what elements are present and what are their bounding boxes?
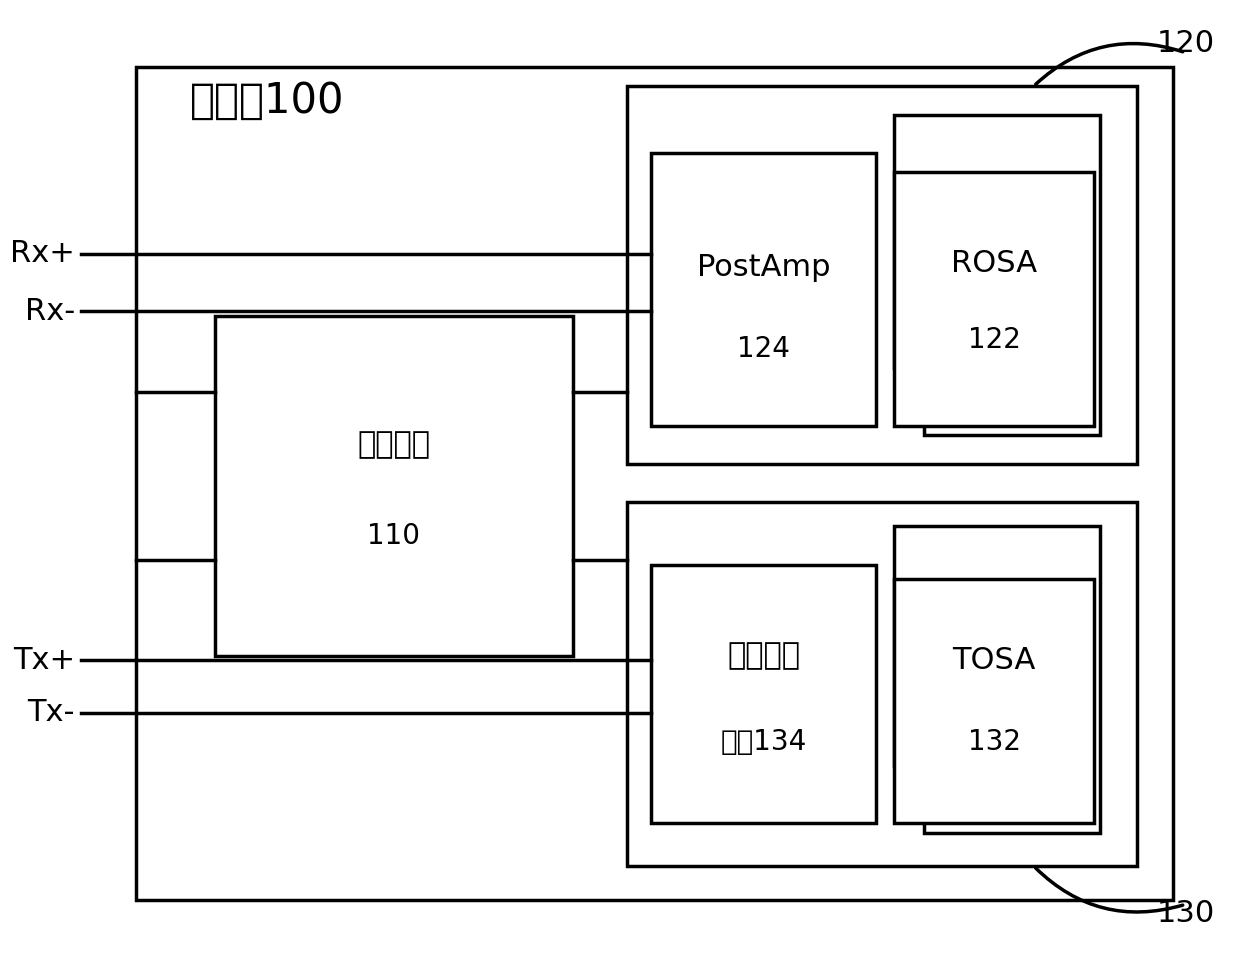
Polygon shape xyxy=(894,115,1100,435)
Text: Rx-: Rx- xyxy=(25,297,74,325)
Bar xyxy=(215,316,573,656)
Text: 110: 110 xyxy=(367,522,420,550)
Text: 动器134: 动器134 xyxy=(720,727,807,756)
Bar xyxy=(894,579,1095,823)
Text: 122: 122 xyxy=(967,325,1021,354)
Text: TOSA: TOSA xyxy=(952,646,1035,675)
Text: Rx+: Rx+ xyxy=(10,239,74,268)
Bar xyxy=(651,565,875,823)
Text: 120: 120 xyxy=(1157,29,1214,57)
Text: 激光器驱: 激光器驱 xyxy=(727,641,800,670)
Bar xyxy=(651,153,875,426)
Bar xyxy=(627,86,1137,464)
Text: 光模块100: 光模块100 xyxy=(190,79,345,122)
Text: 130: 130 xyxy=(1156,900,1214,928)
Bar xyxy=(135,67,1173,900)
Bar xyxy=(627,502,1137,866)
Text: Tx+: Tx+ xyxy=(12,646,74,675)
Text: Tx-: Tx- xyxy=(27,699,74,727)
Text: ROSA: ROSA xyxy=(951,249,1038,278)
Polygon shape xyxy=(894,526,1100,833)
Text: 132: 132 xyxy=(967,727,1021,756)
Text: PostAmp: PostAmp xyxy=(697,254,831,282)
Bar xyxy=(894,172,1095,426)
Text: 控制电路: 控制电路 xyxy=(357,431,430,459)
Text: 124: 124 xyxy=(738,335,790,364)
